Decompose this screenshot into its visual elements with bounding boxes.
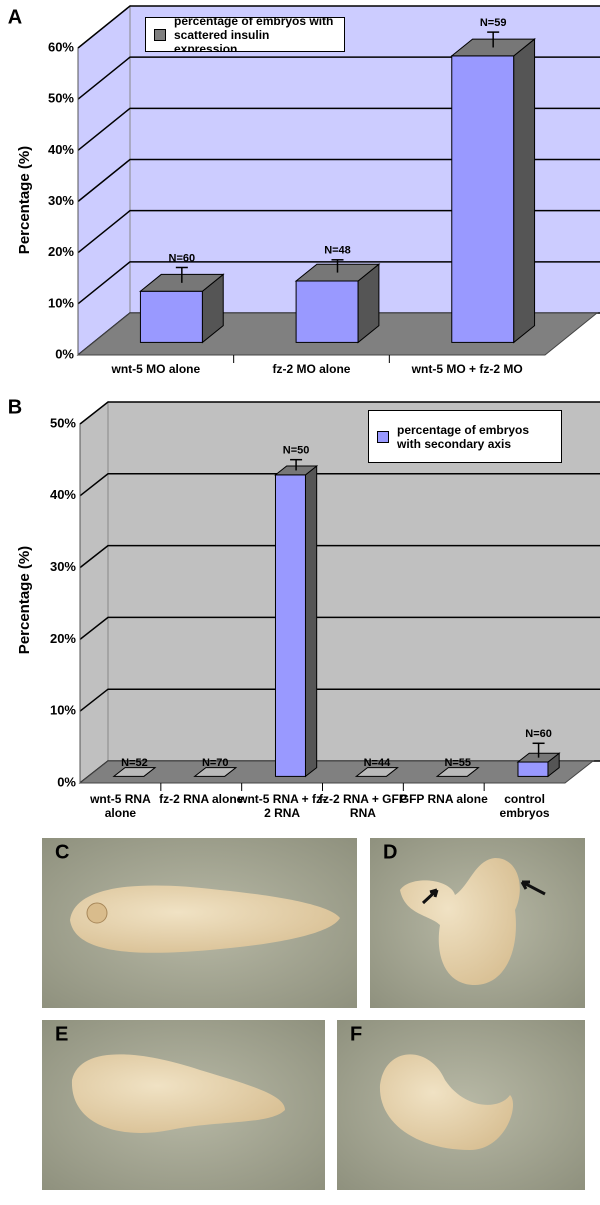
x-tick-label: fz-2 MO alone	[272, 362, 351, 376]
bar	[274, 474, 306, 777]
y-tick-label: 10%	[48, 295, 74, 310]
legend-label: percentage of embryos with scattered ins…	[174, 17, 334, 52]
embryo	[71, 1054, 285, 1133]
x-tick-text: wnt-5 RNA alone	[90, 792, 151, 820]
grid-line	[79, 401, 600, 425]
arrow	[520, 880, 546, 896]
x-tick-label: GFP RNA alone	[399, 792, 488, 806]
y-tick-label: 60%	[48, 39, 74, 54]
annotation: N=60	[169, 252, 196, 264]
x-tick-label: fz-2 RNA alone	[159, 792, 244, 806]
bar-top	[193, 767, 238, 777]
bar	[517, 761, 549, 777]
bar	[295, 280, 359, 343]
x-tick-text: wnt-5 MO + fz-2 MO	[411, 362, 523, 376]
legend-label: percentage of embryos with secondary axi…	[397, 422, 530, 451]
y-axis-label: Percentage (%)	[16, 546, 33, 654]
x-tick-text: fz-2 RNA alone	[159, 792, 244, 806]
x-tick-label: fz-2 RNA + GFP RNA	[318, 792, 407, 820]
chart: 0% 10% 20% 30% 40% 50% B Percentage (%) N=52 N=70…	[8, 396, 600, 820]
x-tick-label: control embryos	[499, 792, 550, 820]
y-tick-label: 30%	[48, 193, 74, 208]
legend-swatch	[154, 28, 166, 41]
panel-label: B	[8, 396, 22, 418]
y-tick-label: 10%	[50, 703, 76, 718]
legend: percentage of embryos with secondary axi…	[368, 410, 562, 463]
photo-e	[42, 1020, 325, 1190]
bar	[451, 55, 515, 343]
grid-line	[79, 616, 600, 640]
grid-line	[79, 544, 600, 569]
grid-line	[79, 688, 600, 712]
legend-box: percentage of embryos with secondary axi…	[368, 410, 562, 463]
panel-label: C	[55, 841, 69, 863]
y-tick-label: 0%	[57, 774, 76, 789]
bar-top	[435, 767, 480, 777]
annotation: N=48	[324, 245, 351, 257]
y-tick-label: 50%	[50, 415, 76, 430]
panel-label: D	[383, 841, 397, 863]
arrow	[421, 888, 439, 905]
x-tick-label: wnt-5 MO + fz-2 MO	[411, 362, 523, 376]
x-tick-label: wnt-5 RNA + fz-2 RNA	[238, 792, 327, 820]
annotation: N=44	[364, 757, 391, 769]
y-tick-label: 0%	[55, 346, 74, 361]
grid-line	[79, 473, 600, 497]
panel-label: E	[55, 1023, 68, 1045]
x-tick-label: wnt-5 MO alone	[111, 362, 201, 376]
bar-top	[112, 767, 157, 777]
photo-d	[370, 838, 585, 1008]
annotation: N=50	[283, 445, 310, 457]
y-tick-label: 40%	[48, 142, 74, 157]
embryo-eye	[86, 902, 108, 924]
bar-side	[304, 465, 318, 778]
grid-line	[77, 5, 600, 49]
annotation: N=70	[202, 757, 229, 769]
embryo	[400, 858, 520, 985]
legend: percentage of embryos with scattered ins…	[145, 17, 345, 52]
y-tick-label: 50%	[48, 91, 74, 106]
annotation: N=59	[480, 17, 507, 29]
floor	[78, 760, 595, 784]
panel-label: A	[8, 6, 22, 28]
embryo	[379, 1054, 514, 1150]
photo-f	[337, 1020, 585, 1190]
y-tick-label: 40%	[50, 487, 76, 502]
x-tick-text: control embryos	[499, 792, 550, 820]
panel-label: F	[350, 1023, 362, 1045]
x-tick-text: wnt-5 MO alone	[111, 362, 201, 376]
annotation: N=55	[444, 757, 471, 769]
bar-side	[513, 38, 536, 344]
photo-c	[42, 838, 357, 1008]
annotation: N=52	[121, 757, 148, 769]
x-tick-text: GFP RNA alone	[399, 792, 488, 806]
bar-top	[354, 767, 399, 777]
y-tick-label: 20%	[50, 631, 76, 646]
chart: 0% 10% 20% 30% 40% 50% 60% A Percentage (%) N=60 N…	[8, 4, 600, 376]
legend-swatch	[377, 430, 389, 443]
y-tick-label: 30%	[50, 559, 76, 574]
x-tick-text: fz-2 RNA + GFP RNA	[318, 792, 407, 820]
embryo	[70, 885, 340, 953]
y-axis-label: Percentage (%)	[16, 146, 33, 254]
y-tick-label: 20%	[48, 244, 74, 259]
bar	[139, 290, 203, 343]
x-tick-label: wnt-5 RNA alone	[90, 792, 151, 820]
legend-box: percentage of embryos with scattered ins…	[145, 17, 345, 52]
x-tick-text: fz-2 MO alone	[272, 362, 351, 376]
side-wall	[79, 400, 109, 785]
x-tick-text: wnt-5 RNA + fz-2 RNA	[238, 792, 327, 820]
annotation: N=60	[525, 728, 552, 740]
